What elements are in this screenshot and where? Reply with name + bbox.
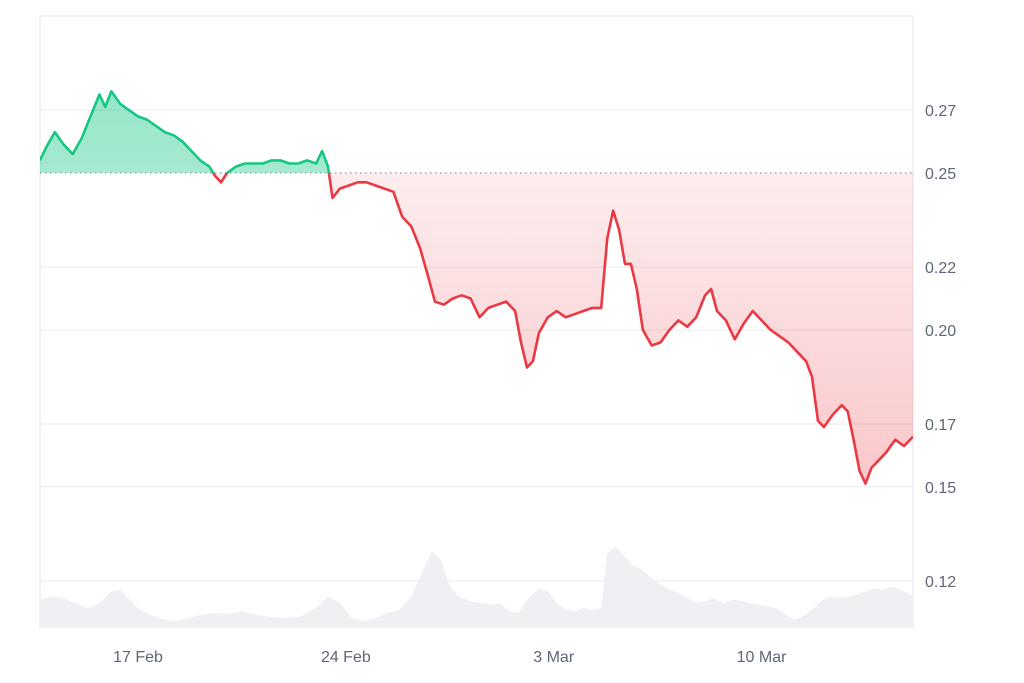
y-tick-label: 0.20 — [925, 323, 956, 340]
y-tick-label: 0.12 — [925, 574, 956, 591]
y-tick-label: 0.22 — [925, 260, 956, 277]
y-tick-label: 0.25 — [925, 166, 956, 183]
price-lines — [40, 90, 913, 485]
y-axis-ticks: 0.27 0.25 0.22 0.20 0.17 0.15 0.12 — [925, 103, 956, 591]
x-axis-ticks: 17 Feb 24 Feb 3 Mar 10 Mar — [113, 649, 787, 666]
price-line-below — [211, 172, 913, 485]
x-tick-label: 3 Mar — [533, 649, 575, 666]
y-tick-label: 0.17 — [925, 417, 956, 434]
price-line-above — [40, 90, 331, 173]
y-tick-label: 0.27 — [925, 103, 956, 120]
volume-shape — [40, 546, 913, 628]
x-tick-label: 10 Mar — [737, 649, 787, 666]
y-tick-label: 0.15 — [925, 480, 956, 497]
price-fill — [40, 91, 913, 484]
x-tick-label: 24 Feb — [321, 649, 371, 666]
below-baseline-fill — [213, 172, 913, 484]
x-tick-label: 17 Feb — [113, 649, 163, 666]
volume-area — [40, 546, 913, 628]
above-baseline-fill — [40, 91, 913, 173]
